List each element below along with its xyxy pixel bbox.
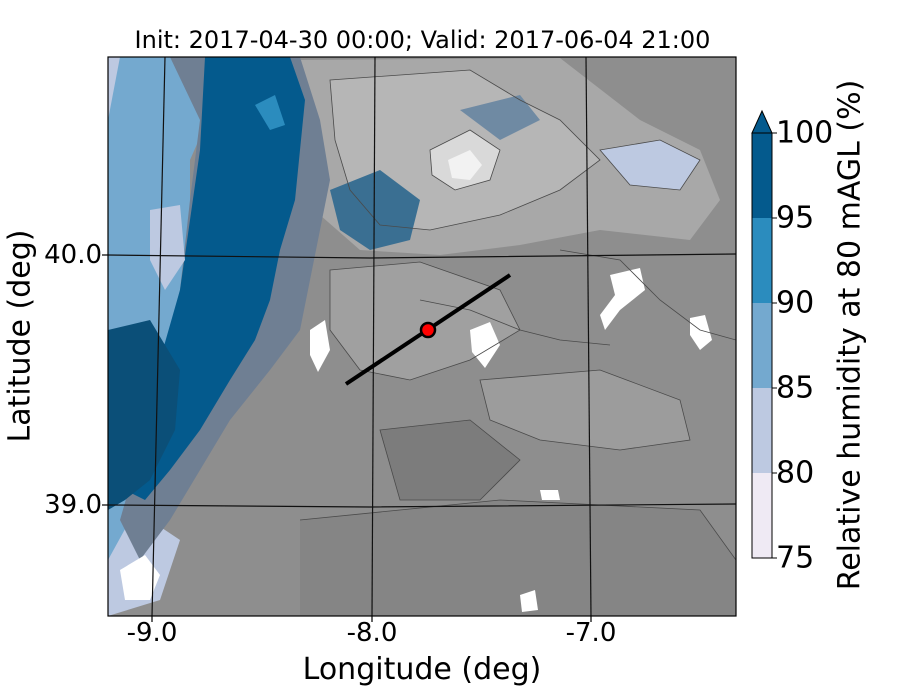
colorbar-label: Relative humidity at 80 mAGL (%) — [832, 79, 868, 591]
map-frame — [107, 56, 737, 617]
chart-title: Init: 2017-04-30 00:00; Valid: 2017-06-0… — [134, 26, 711, 54]
meridian-minus8 — [371, 57, 376, 616]
colorbar-segment — [752, 388, 772, 473]
colorbar-tick-label: 95 — [776, 200, 815, 236]
colorbar-segment — [752, 218, 772, 303]
rh-below-75 — [310, 320, 330, 372]
colorbar-segment — [752, 473, 772, 558]
rh-80-85 — [150, 205, 185, 290]
parallel-40 — [108, 253, 736, 259]
rh-90-95 — [255, 95, 285, 130]
colorbar-tick-label: 75 — [776, 540, 815, 576]
map-panel — [108, 57, 736, 616]
site-marker — [419, 321, 437, 339]
colorbar-tick-label: 100 — [776, 115, 834, 151]
meridian-minus9 — [151, 57, 166, 616]
colorbar-frame — [751, 132, 773, 559]
rh-80-85 — [600, 140, 700, 190]
parallel-39 — [108, 503, 736, 508]
y-axis-label: Latitude (deg) — [2, 229, 38, 443]
terrain-lowland — [380, 420, 520, 500]
y-tick-label: 40.0 — [44, 240, 102, 270]
x-tick-label: -9.0 — [126, 618, 178, 648]
rh-below-75 — [120, 555, 160, 600]
colorbar — [751, 109, 777, 559]
terrain-lowland — [300, 500, 736, 616]
rh-90-95 — [330, 170, 420, 250]
rh-below-75 — [540, 490, 560, 500]
x-tick-label: -8.0 — [346, 618, 398, 648]
colorbar-tick-label: 90 — [776, 285, 815, 321]
colorbar-tick-label: 80 — [776, 455, 815, 491]
graticule — [108, 57, 736, 616]
colorbar-extend-arrow — [751, 109, 773, 134]
rh-85-90 — [460, 95, 540, 140]
colorbar-segment — [752, 303, 772, 388]
meridian-minus7 — [585, 57, 592, 616]
axis-ticks — [102, 254, 592, 622]
y-tick-label: 39.0 — [44, 490, 102, 520]
terrain-ridge — [480, 370, 690, 450]
terrain-peak — [448, 150, 482, 180]
x-axis-label: Longitude (deg) — [302, 652, 542, 687]
colorbar-tick-label: 85 — [776, 370, 815, 406]
x-tick-label: -7.0 — [565, 618, 617, 648]
rh-below-75 — [690, 315, 712, 350]
rh-95-100 — [108, 320, 180, 510]
rh-below-75 — [520, 590, 538, 612]
colorbar-segment — [752, 133, 772, 218]
rh-below-75 — [470, 322, 500, 368]
rh-below-75 — [600, 268, 645, 330]
